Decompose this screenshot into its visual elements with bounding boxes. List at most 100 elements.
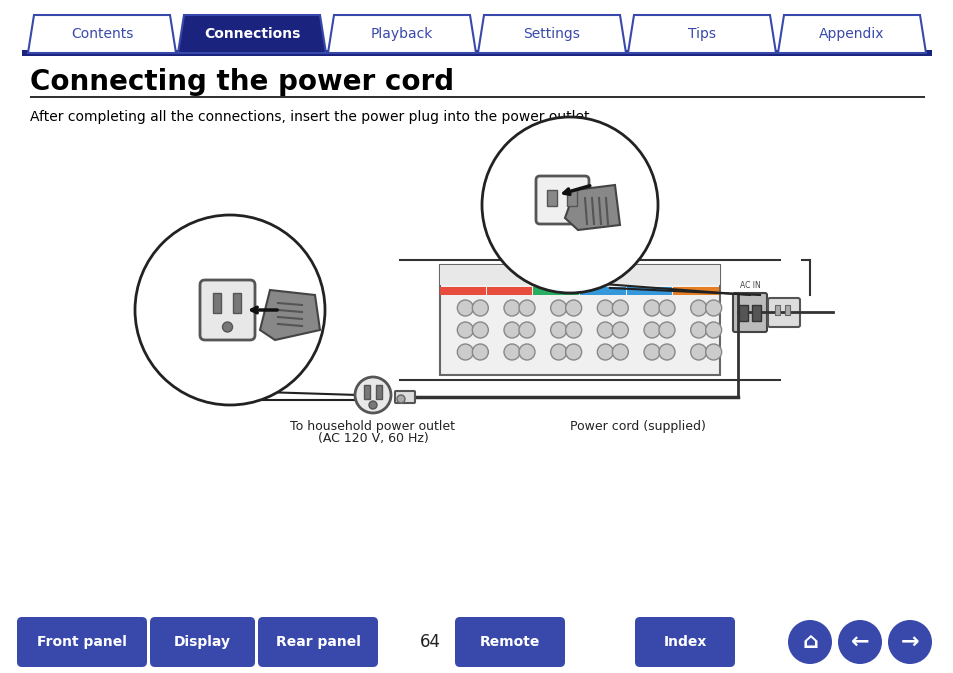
FancyBboxPatch shape [233, 293, 241, 313]
Circle shape [135, 215, 325, 405]
Text: AC IN: AC IN [739, 281, 760, 290]
Text: Remote: Remote [479, 635, 539, 649]
Circle shape [690, 322, 706, 338]
Circle shape [472, 300, 488, 316]
Circle shape [565, 344, 581, 360]
FancyBboxPatch shape [579, 287, 625, 295]
Circle shape [456, 300, 473, 316]
Circle shape [643, 322, 659, 338]
FancyBboxPatch shape [732, 293, 766, 332]
Text: (AC 120 V, 60 Hz): (AC 120 V, 60 Hz) [317, 432, 428, 445]
Circle shape [518, 300, 535, 316]
Circle shape [705, 322, 720, 338]
Circle shape [612, 344, 628, 360]
Circle shape [612, 300, 628, 316]
Circle shape [456, 344, 473, 360]
Circle shape [887, 620, 931, 664]
Polygon shape [477, 15, 625, 53]
FancyBboxPatch shape [784, 305, 789, 315]
Circle shape [550, 322, 566, 338]
FancyBboxPatch shape [150, 617, 254, 667]
Circle shape [550, 344, 566, 360]
FancyBboxPatch shape [439, 265, 720, 285]
FancyBboxPatch shape [439, 265, 720, 375]
Text: Tips: Tips [687, 27, 716, 41]
Circle shape [787, 620, 831, 664]
Circle shape [518, 344, 535, 360]
Circle shape [550, 300, 566, 316]
FancyBboxPatch shape [257, 617, 377, 667]
Circle shape [837, 620, 882, 664]
FancyBboxPatch shape [213, 293, 221, 313]
Text: ←: ← [850, 632, 868, 652]
Polygon shape [260, 290, 319, 340]
FancyBboxPatch shape [635, 617, 734, 667]
FancyBboxPatch shape [375, 385, 381, 399]
FancyBboxPatch shape [486, 287, 532, 295]
Text: Settings: Settings [523, 27, 579, 41]
Text: To household power outlet: To household power outlet [291, 420, 455, 433]
FancyBboxPatch shape [566, 190, 577, 206]
Text: Appendix: Appendix [819, 27, 883, 41]
Circle shape [597, 300, 613, 316]
FancyBboxPatch shape [22, 50, 931, 56]
Circle shape [690, 344, 706, 360]
Circle shape [643, 300, 659, 316]
FancyBboxPatch shape [739, 305, 747, 321]
FancyBboxPatch shape [455, 617, 564, 667]
FancyBboxPatch shape [364, 385, 370, 399]
Circle shape [659, 300, 675, 316]
Circle shape [705, 344, 720, 360]
Circle shape [355, 377, 391, 413]
Text: Index: Index [662, 635, 706, 649]
Text: Display: Display [173, 635, 231, 649]
Circle shape [503, 322, 519, 338]
Circle shape [518, 322, 535, 338]
Circle shape [503, 300, 519, 316]
Circle shape [222, 322, 233, 332]
Text: Front panel: Front panel [37, 635, 127, 649]
Text: Contents: Contents [71, 27, 133, 41]
Text: →: → [900, 632, 919, 652]
FancyBboxPatch shape [673, 287, 719, 295]
Text: After completing all the connections, insert the power plug into the power outle: After completing all the connections, in… [30, 110, 594, 124]
Polygon shape [627, 15, 775, 53]
Text: Playback: Playback [371, 27, 433, 41]
Circle shape [659, 322, 675, 338]
Circle shape [565, 300, 581, 316]
FancyBboxPatch shape [767, 298, 800, 327]
Text: Power cord (supplied): Power cord (supplied) [569, 420, 705, 433]
Text: Connections: Connections [204, 27, 300, 41]
Circle shape [705, 300, 720, 316]
FancyBboxPatch shape [751, 305, 760, 321]
Polygon shape [778, 15, 925, 53]
Circle shape [565, 322, 581, 338]
Circle shape [369, 401, 376, 409]
Circle shape [659, 344, 675, 360]
Circle shape [597, 322, 613, 338]
Polygon shape [564, 185, 619, 230]
Circle shape [472, 344, 488, 360]
FancyBboxPatch shape [533, 287, 578, 295]
Text: Connecting the power cord: Connecting the power cord [30, 68, 454, 96]
Circle shape [396, 395, 405, 403]
FancyBboxPatch shape [439, 287, 485, 295]
Circle shape [612, 322, 628, 338]
Text: ⌂: ⌂ [801, 632, 817, 652]
Text: 64: 64 [419, 633, 440, 651]
FancyBboxPatch shape [626, 287, 672, 295]
FancyBboxPatch shape [395, 391, 415, 403]
FancyBboxPatch shape [536, 176, 588, 224]
Circle shape [472, 322, 488, 338]
Polygon shape [328, 15, 476, 53]
FancyBboxPatch shape [17, 617, 147, 667]
Circle shape [643, 344, 659, 360]
FancyBboxPatch shape [30, 96, 924, 98]
FancyBboxPatch shape [546, 190, 557, 206]
FancyBboxPatch shape [200, 280, 254, 340]
Circle shape [456, 322, 473, 338]
Circle shape [481, 117, 658, 293]
Circle shape [503, 344, 519, 360]
Polygon shape [28, 15, 175, 53]
Circle shape [597, 344, 613, 360]
